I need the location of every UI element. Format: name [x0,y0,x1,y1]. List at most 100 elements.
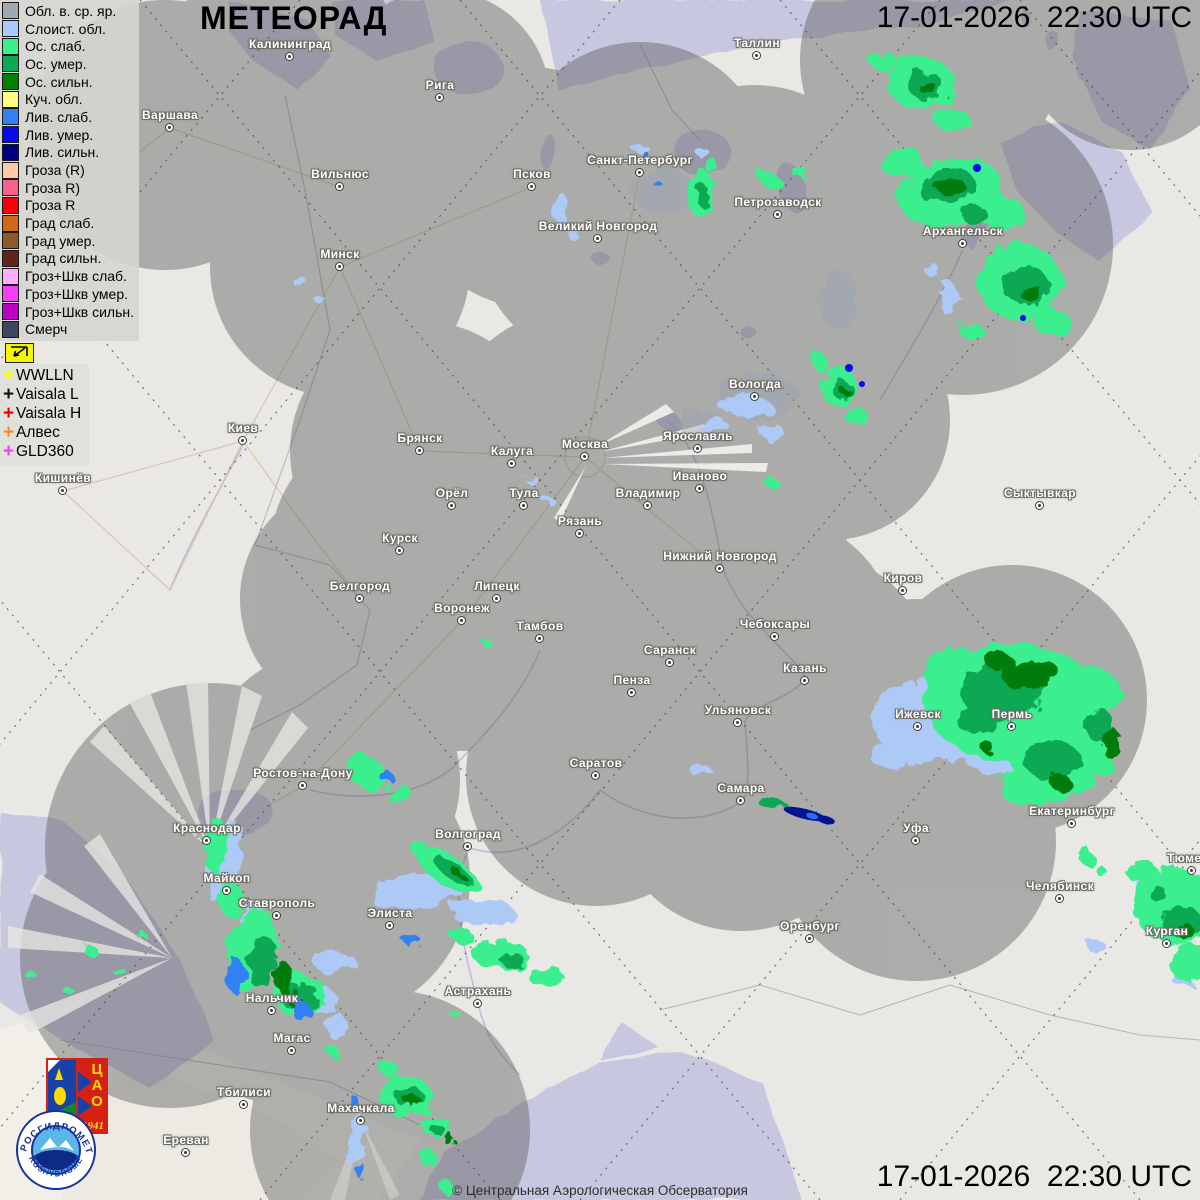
city-label: Ярославль [663,429,733,443]
city-label: Уфа [903,821,929,835]
city-dot-icon [238,436,247,445]
city-label: Тамбов [516,619,564,633]
legend-label: Смерч [25,321,68,338]
lightning-source-label: Vaisala L [16,385,79,403]
legend-label: Гроза R [25,197,76,214]
city-dot-icon [335,182,344,191]
city-label: Астрахань [444,984,512,998]
city-label: Челябинск [1025,879,1095,893]
lightning-rows: + WWLLN + Vaisala L + Vaisala H + Алвес + GLD360 [1,366,81,462]
legend-label: Град сильн. [25,250,102,267]
lightning-source-item: + Vaisala H [1,404,81,423]
legend-item: Гроз+Шкв умер. [2,285,134,303]
city-dot-icon [627,688,636,697]
datetime-top: 17-01-2026 22:30 UTC [876,1,1192,34]
lightning-source-label: GLD360 [16,443,74,461]
city-dot-icon [715,564,724,573]
city-label: Санкт-Петербург [587,153,693,167]
lightning-cross-icon: + [2,402,15,424]
city-label: Липецк [474,579,520,593]
legend-label: Ос. сильн. [25,73,93,90]
legend-swatch [2,320,19,338]
city-label: Тбилиси [217,1085,271,1099]
datetime-bottom: 17-01-2026 22:30 UTC [876,1160,1192,1193]
city-label: Владимир [615,486,681,500]
legend-item: Ос. сильн. [2,73,134,91]
city-label: Самара [717,781,765,795]
city-label: Рязань [557,514,603,528]
city-label: Кишинёв [34,471,92,485]
city-label: Тюмень [1167,851,1200,865]
squall-arrow-icon [11,346,28,357]
city-dot-icon [267,1006,276,1015]
city-dot-icon [736,796,745,805]
city-dot-icon [805,934,814,943]
legend-swatch [2,161,19,179]
legend-item: Гроз+Шкв слаб. [2,267,134,285]
page-title: МЕТЕОРАД [200,0,388,36]
city-dot-icon [591,771,600,780]
precip-shower-light [227,152,664,1181]
legend-label: Обл. в. ср. яр. [25,2,117,19]
legend-label: Гроза (R) [25,162,85,179]
city-label: Иваново [672,469,728,483]
legend-swatch [2,303,19,321]
rivers [169,249,964,1076]
lightning-source-item: + Vaisala L [1,385,81,404]
city-dot-icon [958,239,967,248]
legend-swatch [2,143,19,161]
city-dot-icon [1035,501,1044,510]
legend-label: Гроза R) [25,179,81,196]
city-dot-icon [435,93,444,102]
lightning-source-label: WWLLN [16,366,74,384]
legend-swatch [2,90,19,108]
lightning-cross-icon: + [2,441,15,463]
city-dot-icon [1187,866,1196,875]
squall-symbol [5,343,34,363]
lightning-panel: + WWLLN + Vaisala L + Vaisala H + Алвес + GLD360 [0,364,90,466]
city-dot-icon [463,842,472,851]
legend-swatch [2,37,19,55]
legend-swatch [2,73,19,91]
city-label: Чебоксары [739,617,811,631]
lightning-source-label: Vaisala H [16,404,82,422]
city-label: Москва [561,437,609,451]
legend-swatch [2,108,19,126]
legend-item: Гроза (R) [2,161,134,179]
city-dot-icon [643,501,652,510]
city-dot-icon [492,594,501,603]
legend-label: Град слаб. [25,215,95,232]
city-dot-icon [507,459,516,468]
legend-swatch [2,196,19,214]
city-label: Воронеж [434,601,490,615]
city-label: Орёл [435,486,469,500]
city-label: Нальчик [245,991,299,1005]
city-dot-icon [356,1116,365,1125]
city-label: Майкоп [203,871,251,885]
city-dot-icon [575,529,584,538]
legend-label: Гроз+Шкв слаб. [25,268,127,285]
city-label: Калининград [248,37,332,51]
city-label: Ставрополь [238,896,316,910]
anomalous-echo-samara [783,806,835,825]
city-dot-icon [1007,722,1016,731]
city-dot-icon [750,392,759,401]
city-dot-icon [272,911,281,920]
city-dot-icon [519,501,528,510]
city-dot-icon [898,586,907,595]
city-label: Петрозаводск [734,195,822,209]
city-label: Пенза [613,673,651,687]
legend-swatch [2,2,19,20]
country-borders [59,44,1200,1126]
lightning-cross-icon: + [2,422,15,444]
city-dot-icon [181,1148,190,1157]
lightning-source-label: Алвес [16,424,60,442]
legend-swatch [2,214,19,232]
legend-label: Лив. слаб. [25,108,93,125]
city-dot-icon [580,452,589,461]
city-label: Вильнюс [311,167,369,181]
city-dot-icon [239,1100,248,1109]
city-label: Курск [382,531,418,545]
